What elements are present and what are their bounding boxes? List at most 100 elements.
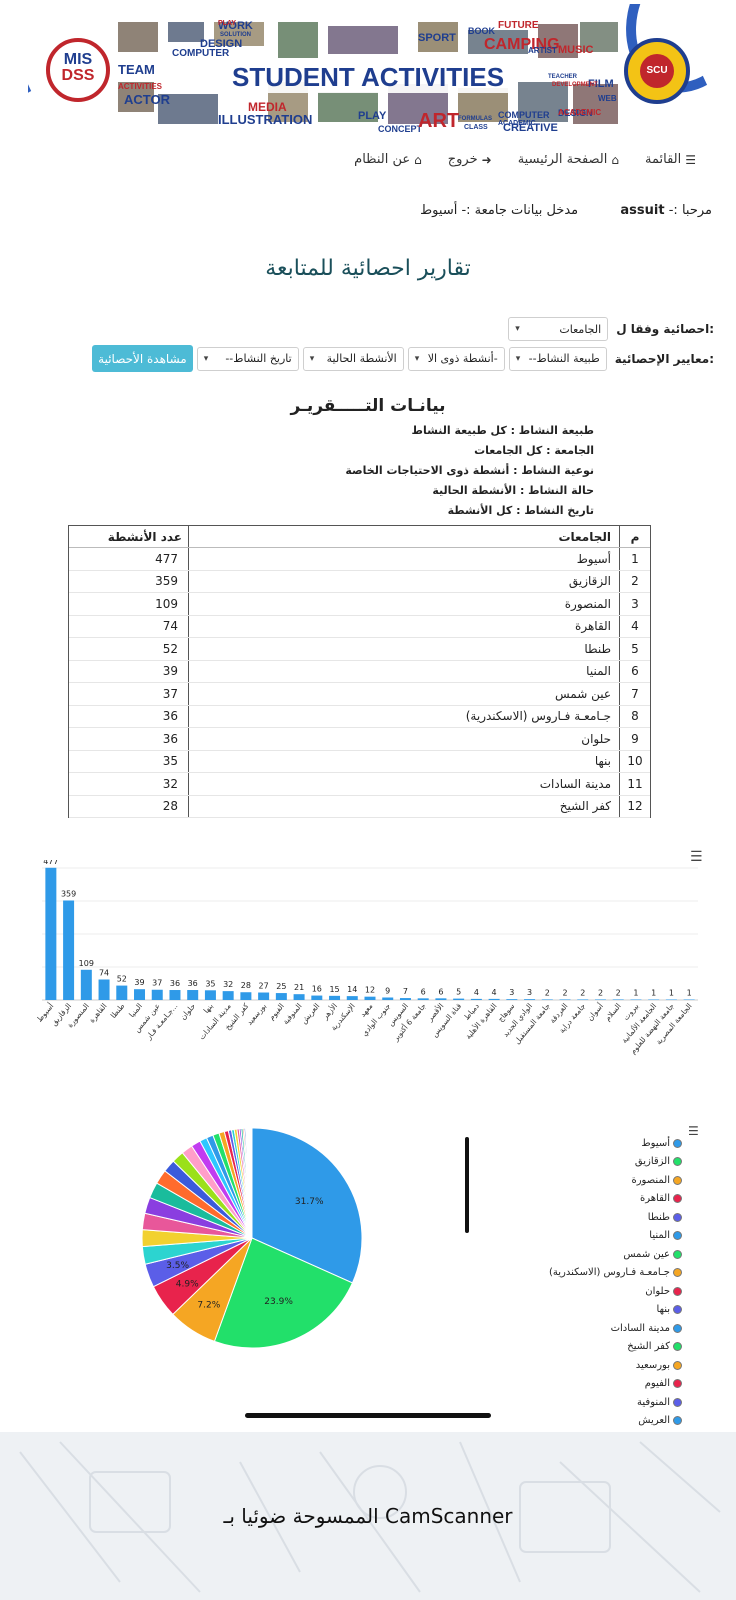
legend-dot [673,1212,682,1222]
bar[interactable] [151,989,163,1000]
collage-photo [118,82,154,112]
legend-item[interactable]: المنوفية [549,1393,682,1412]
bar[interactable] [293,994,305,1000]
footer-pattern [19,1441,721,1593]
collage-word: FILM [588,78,614,90]
nav-logout[interactable]: ➜ خروج [448,152,492,167]
bar[interactable] [169,990,181,1000]
legend-item[interactable]: المنصورة [549,1171,682,1190]
bar[interactable] [116,985,128,1000]
header-index: م [630,529,640,544]
collage-photo [538,24,578,58]
bar[interactable] [683,999,695,1001]
legend-item[interactable]: مدينة السادات [549,1319,682,1338]
camscanner-text: الممسوحة ضوئيا بـ CamScanner [223,1504,513,1528]
legend-dot [673,1175,682,1185]
bar[interactable] [577,999,589,1000]
bar[interactable] [665,999,677,1001]
bar[interactable] [204,990,216,1000]
nav-menu-label: القائمة [645,152,682,167]
filter-status: حالة النشاط : الأنشطة الحالية [432,484,594,497]
legend-dot [673,1342,682,1352]
bar[interactable] [45,867,57,1000]
bar[interactable] [258,992,270,1000]
bar[interactable] [630,999,642,1001]
pie-slice[interactable] [213,1237,354,1349]
nav-menu[interactable]: ☰ القائمة [645,152,696,167]
bar[interactable] [63,900,75,1000]
bar[interactable] [506,999,518,1000]
bar[interactable] [399,998,411,1000]
legend-item[interactable]: حلوان [549,1282,682,1301]
bar[interactable] [648,999,660,1001]
bar[interactable] [134,989,146,1000]
row-count: 36 [162,709,178,724]
legend-item[interactable]: العريش [549,1412,682,1431]
nature-select[interactable]: --طبيعة النشاط ▾ [508,346,607,371]
bar[interactable] [346,996,358,1000]
collage-photo [573,84,618,124]
special-needs-select[interactable]: أنشطة ذوى الا- ▾ [407,346,505,371]
bar[interactable] [240,992,252,1000]
table-row: 5 طنطا 52 [69,638,650,661]
bar-value-label: 32 [223,980,233,989]
bar-value-label: 52 [117,975,127,984]
table-header: م الجامعات عدد الأنشطة [69,526,650,548]
legend-item[interactable]: المنيا [549,1227,682,1246]
legend-item[interactable]: جـامعـة فـاروس (الاسكندرية) [549,1264,682,1283]
bar[interactable] [187,990,199,1000]
view-statistics-button[interactable]: مشاهدة الأحصائية [92,345,193,372]
bar[interactable] [488,998,500,1000]
welcome-line: مرحبا :- assuit مدخل بيانات جامعة :- أسي… [420,203,712,218]
bar[interactable] [612,999,624,1000]
bar-chart-menu-icon[interactable]: ☰ [690,849,703,865]
date-select[interactable]: --تاريخ النشاط ▾ [196,346,299,371]
home-indicator[interactable] [245,1413,491,1418]
collage-word: ACTOR [124,92,170,107]
status-select[interactable]: الأنشطة الحالية ▾ [302,346,404,371]
bar[interactable] [364,996,376,1000]
nav-home[interactable]: ⌂ الصفحة الرئيسية [518,152,619,167]
pie-slice-label: 7.2% [197,1300,220,1310]
bar-category-label: حلوان [178,1001,197,1021]
row-count: 109 [155,596,178,611]
bar[interactable] [453,998,465,1000]
stat-by-select[interactable]: الجامعات ▾ [508,317,609,341]
legend-dot [673,1157,682,1167]
bar-value-label: 3 [509,988,514,997]
legend-item[interactable]: القاهرة [549,1190,682,1209]
legend-item[interactable]: الزقازيق [549,1153,682,1172]
camscanner-footer: الممسوحة ضوئيا بـ CamScanner [0,1432,736,1600]
pie-chart-menu-icon[interactable]: ☰ [688,1124,699,1138]
legend-item[interactable]: بنها [549,1301,682,1320]
legend-item[interactable]: الفيوم [549,1375,682,1394]
legend-label: الزقازيق [634,1156,670,1168]
legend-dot [673,1138,682,1148]
legend-item[interactable]: طنطا [549,1208,682,1227]
nav-about[interactable]: ⌂ عن النظام [354,152,422,167]
legend-item[interactable]: بورسعيد [549,1356,682,1375]
bar[interactable] [222,991,234,1000]
bar[interactable] [470,998,482,1000]
bar[interactable] [98,979,110,1000]
bar[interactable] [311,995,323,1000]
bar[interactable] [594,999,606,1000]
row-count: 28 [162,799,178,814]
bar[interactable] [541,999,553,1000]
bar[interactable] [524,999,536,1000]
bar[interactable] [382,997,394,1000]
legend-item[interactable]: عين شمس [549,1245,682,1264]
legend-label: القاهرة [640,1193,670,1205]
bar[interactable] [417,998,429,1000]
bar[interactable] [329,995,341,1000]
bar[interactable] [435,998,447,1000]
pie-slice[interactable] [251,1127,363,1284]
bar[interactable] [559,999,571,1000]
activities-collage: TEAM ACTIVITIES ACTOR DESIGN WORK SOLUTION COM… [118,20,618,134]
bar[interactable] [275,993,287,1000]
legend-label: المنصورة [631,1174,670,1186]
bar[interactable] [80,969,92,1000]
legend-item[interactable]: أسيوط [549,1134,682,1153]
legend-dot [673,1360,682,1370]
legend-item[interactable]: كفر الشيخ [549,1338,682,1357]
